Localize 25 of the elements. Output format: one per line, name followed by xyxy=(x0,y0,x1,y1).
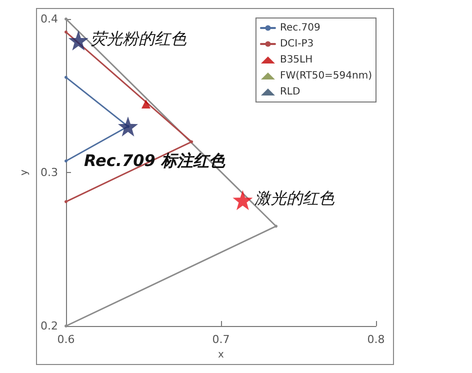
point xyxy=(64,76,68,79)
point xyxy=(190,140,194,144)
point xyxy=(64,30,68,34)
legend-label: FW(RT50=594nm) xyxy=(280,70,372,82)
point xyxy=(64,200,68,204)
x-tick-label: 0.8 xyxy=(367,333,385,346)
y-tick-label: 0.2 xyxy=(40,320,58,332)
y-axis-title: y xyxy=(19,169,30,176)
annotation: Rec.709 标注红色 xyxy=(84,150,226,170)
point xyxy=(232,190,253,210)
x-tick-label: 0.6 xyxy=(57,333,75,346)
annotation: 荧光粉的红色 xyxy=(90,28,188,48)
y-tick-label: 0.4 xyxy=(40,12,58,26)
legend-label: B35LH xyxy=(280,54,313,66)
x-tick-label: 0.7 xyxy=(212,333,230,346)
legend-label: DCI-P3 xyxy=(280,38,314,50)
annotation: 激光的红色 xyxy=(254,188,336,208)
point xyxy=(118,116,138,136)
point xyxy=(141,100,150,109)
y-tick-label: 0.3 xyxy=(40,166,58,179)
legend-label: RLD xyxy=(280,86,300,98)
point xyxy=(274,224,278,228)
x-axis-title: x xyxy=(218,349,224,360)
legend-label: Rec.709 xyxy=(280,22,320,34)
point xyxy=(68,30,88,50)
